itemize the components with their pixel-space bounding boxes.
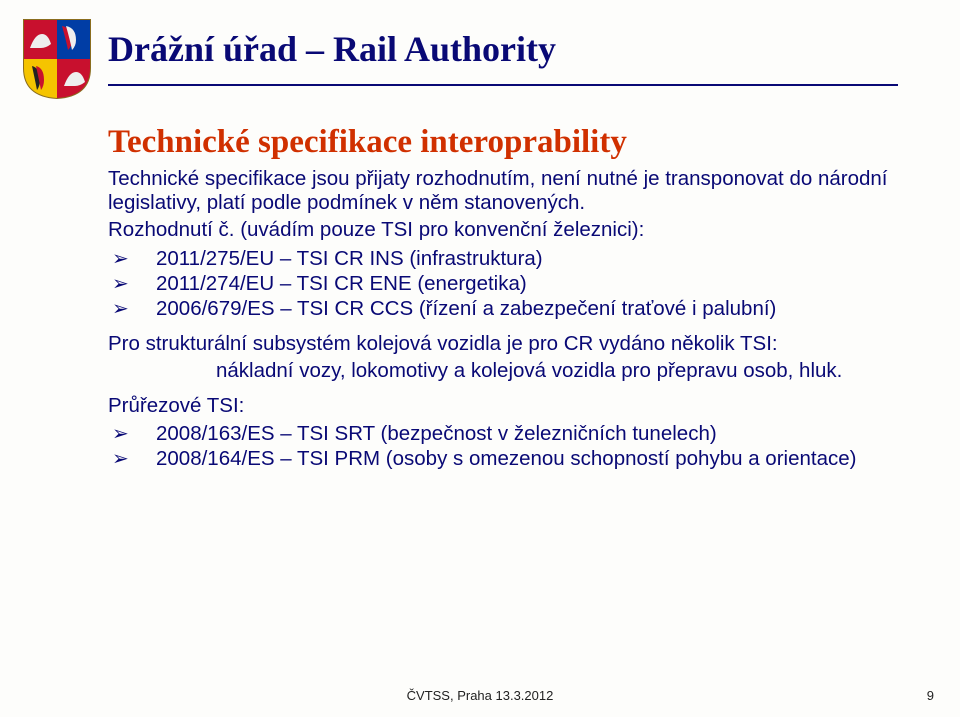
mid-paragraph-2: nákladní vozy, lokomotivy a kolejová voz…	[108, 359, 898, 384]
page-title: Drážní úřad – Rail Authority	[108, 28, 556, 70]
bullet-icon: ➢	[112, 246, 156, 271]
intro-paragraph-1: Technické specifikace jsou přijaty rozho…	[108, 167, 898, 215]
list-item: ➢ 2011/275/EU – TSI CR INS (infrastruktu…	[112, 246, 898, 271]
bullet-icon: ➢	[112, 271, 156, 296]
list-item: ➢ 2008/164/ES – TSI PRM (osoby s omezeno…	[112, 446, 898, 471]
mid-paragraph-1: Pro strukturální subsystém kolejová vozi…	[108, 332, 898, 356]
content-area: Technické specifikace interoprability Te…	[108, 124, 898, 481]
bullet-text: 2011/275/EU – TSI CR INS (infrastruktura…	[156, 246, 898, 271]
list-item: ➢ 2011/274/EU – TSI CR ENE (energetika)	[112, 271, 898, 296]
bullet-icon: ➢	[112, 421, 156, 446]
page-number: 9	[927, 688, 934, 703]
subtitle: Technické specifikace interoprability	[108, 124, 898, 161]
bullet-icon: ➢	[112, 296, 156, 321]
bullet-list-2: ➢ 2008/163/ES – TSI SRT (bezpečnost v že…	[112, 421, 898, 472]
bullet-icon: ➢	[112, 446, 156, 471]
list-item: ➢ 2006/679/ES – TSI CR CCS (řízení a zab…	[112, 296, 898, 321]
bullet-text: 2011/274/EU – TSI CR ENE (energetika)	[156, 271, 898, 296]
crosscut-heading: Průřezové TSI:	[108, 394, 898, 418]
coat-of-arms-emblem	[22, 18, 92, 100]
title-underline	[108, 84, 898, 86]
list-item: ➢ 2008/163/ES – TSI SRT (bezpečnost v že…	[112, 421, 898, 446]
bullet-text: 2008/163/ES – TSI SRT (bezpečnost v žele…	[156, 421, 898, 446]
intro-paragraph-2: Rozhodnutí č. (uvádím pouze TSI pro konv…	[108, 218, 898, 242]
bullet-text: 2008/164/ES – TSI PRM (osoby s omezenou …	[156, 446, 898, 471]
bullet-text: 2006/679/ES – TSI CR CCS (řízení a zabez…	[156, 296, 898, 321]
bullet-list-1: ➢ 2011/275/EU – TSI CR INS (infrastruktu…	[112, 246, 898, 322]
footer-text: ČVTSS, Praha 13.3.2012	[0, 688, 960, 703]
